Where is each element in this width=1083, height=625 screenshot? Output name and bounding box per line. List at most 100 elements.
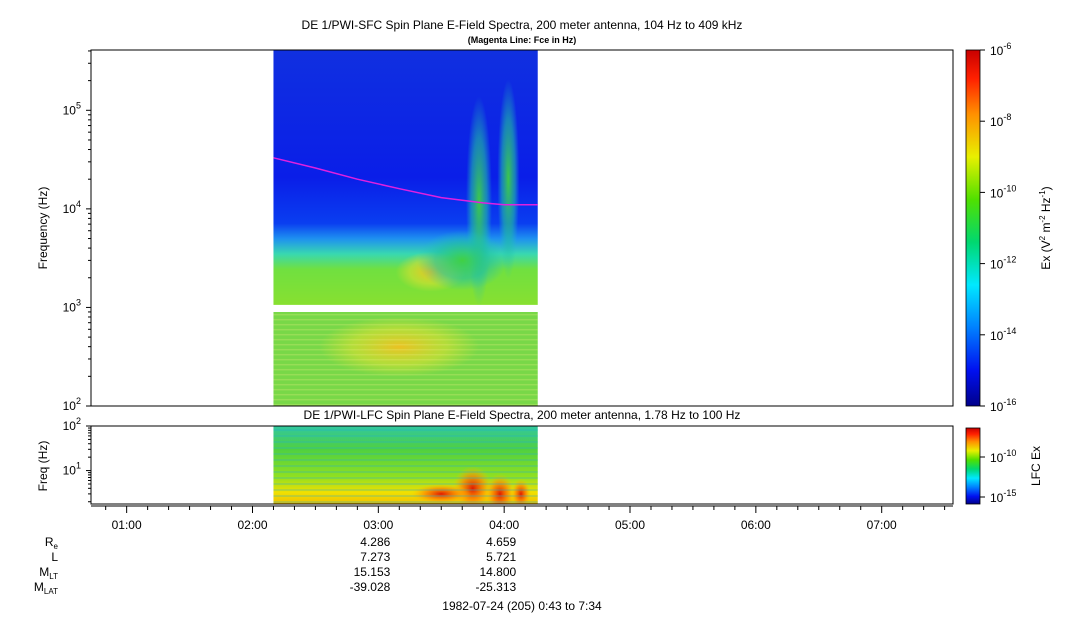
- sfc-y-tick-label: 103: [63, 297, 81, 314]
- lfc-y-axis-label: Freq (Hz): [36, 441, 50, 492]
- ephemeris-row-label: Re: [45, 535, 59, 551]
- lfc-y-tick-label: 102: [63, 416, 81, 433]
- sfc-streak: [273, 313, 538, 316]
- sfc-streak: [273, 388, 538, 391]
- sfc-streak: [273, 328, 538, 331]
- lfc-spectrogram-data: [273, 426, 538, 504]
- sfc-streak: [273, 353, 538, 356]
- time-tick-label: 06:00: [741, 518, 771, 532]
- ephemeris-row-label: MLT: [39, 565, 58, 581]
- sfc-streak: [273, 363, 538, 366]
- sfc-streak: [273, 398, 538, 401]
- sfc-chart-title: DE 1/PWI-SFC Spin Plane E-Field Spectra,…: [302, 18, 743, 32]
- sfc-emission-feature: [497, 79, 520, 280]
- lfc-emission-feature: [484, 473, 515, 504]
- sfc-y-axis-label: Frequency (Hz): [36, 187, 50, 270]
- sfc-y-axis-ticks: 102 103 104 105: [63, 50, 91, 413]
- lfc-y-axis-ticks: 101 102: [63, 416, 91, 503]
- time-tick-label: 04:00: [489, 518, 519, 532]
- lfc-colorbar-tick-label: 10-15: [990, 488, 1016, 505]
- lfc-streak: [273, 429, 538, 431]
- ephemeris-value: -25.313: [475, 580, 516, 594]
- lfc-colorbar: 10-10 10-15 LFC Ex: [965, 427, 1043, 505]
- sfc-y-tick-label: 105: [63, 100, 81, 117]
- lfc-colorbar-ticks: 10-10 10-15: [980, 448, 1016, 505]
- ephemeris-value: 14.800: [479, 565, 516, 579]
- time-range-footer: 1982-07-24 (205) 0:43 to 7:34: [442, 599, 602, 613]
- sfc-colorbar-ticks: 10-6 10-8 10-10 10-12 10-14 10-16: [980, 41, 1016, 414]
- lfc-emission-feature: [411, 483, 472, 504]
- sfc-colorbar-tick-label: 10-16: [990, 397, 1016, 414]
- lfc-streak: [273, 501, 538, 503]
- sfc-colorbar-tick-label: 10-14: [990, 326, 1016, 343]
- lfc-plot-frame: [90, 425, 954, 505]
- time-tick-label: 03:00: [363, 518, 393, 532]
- ephemeris-value: 4.286: [360, 535, 390, 549]
- sfc-streak: [273, 373, 538, 376]
- sfc-streak: [273, 333, 538, 336]
- lfc-streak: [273, 441, 538, 443]
- sfc-spectrogram-data: [273, 50, 538, 406]
- sfc-streak: [273, 403, 538, 406]
- lfc-chart-title: DE 1/PWI-LFC Spin Plane E-Field Spectra,…: [304, 408, 741, 422]
- time-tick-label: 02:00: [237, 518, 267, 532]
- ephemeris-value: 4.659: [486, 535, 516, 549]
- sfc-y-tick-label: 102: [63, 396, 81, 413]
- fce-line-path: [273, 157, 538, 206]
- sfc-colorbar: 10-6 10-8 10-10 10-12 10-14 10-16 Ex (V2 m-2 …: [965, 41, 1053, 414]
- sfc-streak: [273, 348, 538, 351]
- lfc-colorbar-label: LFC Ex: [1029, 446, 1043, 486]
- lfc-emission-feature: [510, 478, 531, 504]
- sfc-streak: [273, 338, 538, 341]
- lfc-streak: [273, 471, 538, 473]
- sfc-plot-frame: [90, 49, 954, 407]
- sfc-colorbar-scale: [965, 49, 981, 407]
- ephemeris-value: 15.153: [354, 565, 391, 579]
- sfc-colorbar-tick-label: 10-8: [990, 112, 1011, 129]
- sfc-chart-subtitle: (Magenta Line: Fce in Hz): [468, 35, 577, 45]
- sfc-streak: [273, 318, 538, 321]
- sfc-colorbar-tick-label: 10-12: [990, 255, 1016, 272]
- lfc-y-tick-label: 101: [63, 461, 81, 478]
- sfc-y-tick-label: 104: [63, 199, 81, 216]
- sfc-colorbar-tick-label: 10-6: [990, 41, 1011, 58]
- sfc-emission-feature: [319, 316, 480, 377]
- sfc-colorbar-tick-label: 10-10: [990, 183, 1016, 200]
- lfc-colorbar-tick-label: 10-10: [990, 448, 1016, 465]
- lfc-streak: [273, 483, 538, 485]
- lfc-streak: [273, 447, 538, 449]
- ephemeris-value: 5.721: [486, 550, 516, 564]
- sfc-streak: [273, 323, 538, 326]
- sfc-streak: [273, 358, 538, 361]
- lfc-streak: [273, 489, 538, 491]
- lfc-streak: [273, 459, 538, 461]
- sfc-streak: [273, 368, 538, 371]
- fce-line: [273, 157, 538, 206]
- lfc-streak: [273, 465, 538, 467]
- lfc-streak: [273, 495, 538, 497]
- time-axis: 01:00 02:00 03:00 04:00 05:00 06:00 07:00: [91, 505, 953, 532]
- sfc-colorbar-label: Ex (V2 m-2 Hz-1): [1038, 186, 1053, 269]
- time-axis-ticks: 01:00 02:00 03:00 04:00 05:00 06:00 07:00: [105, 506, 946, 532]
- sfc-streak: [273, 343, 538, 346]
- ephemeris-value: 7.273: [360, 550, 390, 564]
- time-tick-label: 01:00: [112, 518, 142, 532]
- sfc-emission-feature: [417, 230, 508, 291]
- sfc-streak: [273, 378, 538, 381]
- sfc-data-gap: [273, 304, 538, 312]
- lfc-colorbar-scale: [965, 427, 981, 505]
- lfc-streak: [273, 435, 538, 437]
- sfc-spectrogram-panel: 102 103 104 105 Frequency (Hz): [36, 49, 954, 413]
- ephemeris-row-label: MLAT: [34, 580, 58, 596]
- ephemeris-row-label: L: [51, 550, 58, 564]
- ephemeris-value: -39.028: [350, 580, 391, 594]
- lfc-streak: [273, 453, 538, 455]
- time-tick-label: 07:00: [867, 518, 897, 532]
- ephemeris-table: Re 4.286 4.659 L 7.273 5.721 MLT 15.153 14.800 ML…: [34, 535, 517, 596]
- sfc-streak: [273, 383, 538, 386]
- sfc-streak: [273, 393, 538, 396]
- lfc-spectrogram-panel: 101 102 Freq (Hz): [36, 416, 954, 505]
- time-tick-label: 05:00: [615, 518, 645, 532]
- lfc-streak: [273, 477, 538, 479]
